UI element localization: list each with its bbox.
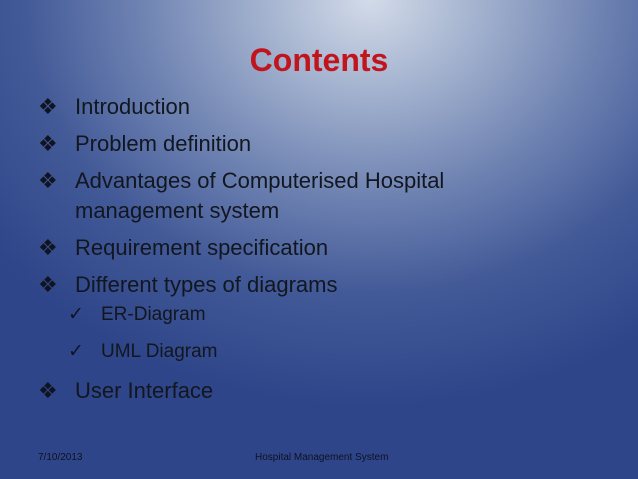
- diamond-bullet-icon: ❖: [38, 272, 58, 297]
- contents-item-advantages: ❖ Advantages of Computerised Hospital ma…: [38, 166, 495, 226]
- contents-item-label: Problem definition: [75, 131, 252, 156]
- subitem-label: UML Diagram: [101, 341, 218, 362]
- subitem-er-diagram: ✓ ER-Diagram: [68, 302, 628, 328]
- diagram-sublist: ✓ ER-Diagram ✓ UML Diagram: [68, 302, 628, 365]
- contents-item-diagrams: ❖ Different types of diagrams ✓ ER-Diagr…: [38, 270, 628, 365]
- check-icon: ✓: [68, 304, 84, 325]
- contents-item-problem-definition: ❖ Problem definition: [38, 129, 628, 159]
- contents-item-introduction: ❖ Introduction: [38, 92, 628, 122]
- footer-title: Hospital Management System: [255, 452, 389, 463]
- contents-item-label: Different types of diagrams: [75, 272, 338, 297]
- contents-item-label: Advantages of Computerised Hospital mana…: [75, 168, 445, 223]
- contents-item-user-interface: ❖ User Interface: [38, 376, 628, 406]
- check-icon: ✓: [68, 341, 84, 362]
- diamond-bullet-icon: ❖: [38, 94, 58, 119]
- contents-item-label: Introduction: [75, 94, 190, 119]
- diamond-bullet-icon: ❖: [38, 378, 58, 403]
- footer-date: 7/10/2013: [38, 452, 83, 463]
- contents-item-requirement-specification: ❖ Requirement specification: [38, 233, 628, 263]
- contents-item-label: Requirement specification: [75, 235, 329, 260]
- subitem-uml-diagram: ✓ UML Diagram: [68, 339, 628, 365]
- diamond-bullet-icon: ❖: [38, 131, 58, 156]
- subitem-label: ER-Diagram: [101, 304, 206, 325]
- diamond-bullet-icon: ❖: [38, 168, 58, 193]
- slide-title: Contents: [249, 42, 389, 78]
- contents-list: ❖ Introduction ❖ Problem definition ❖ Ad…: [38, 92, 628, 413]
- diamond-bullet-icon: ❖: [38, 235, 58, 260]
- contents-item-label: User Interface: [75, 378, 214, 403]
